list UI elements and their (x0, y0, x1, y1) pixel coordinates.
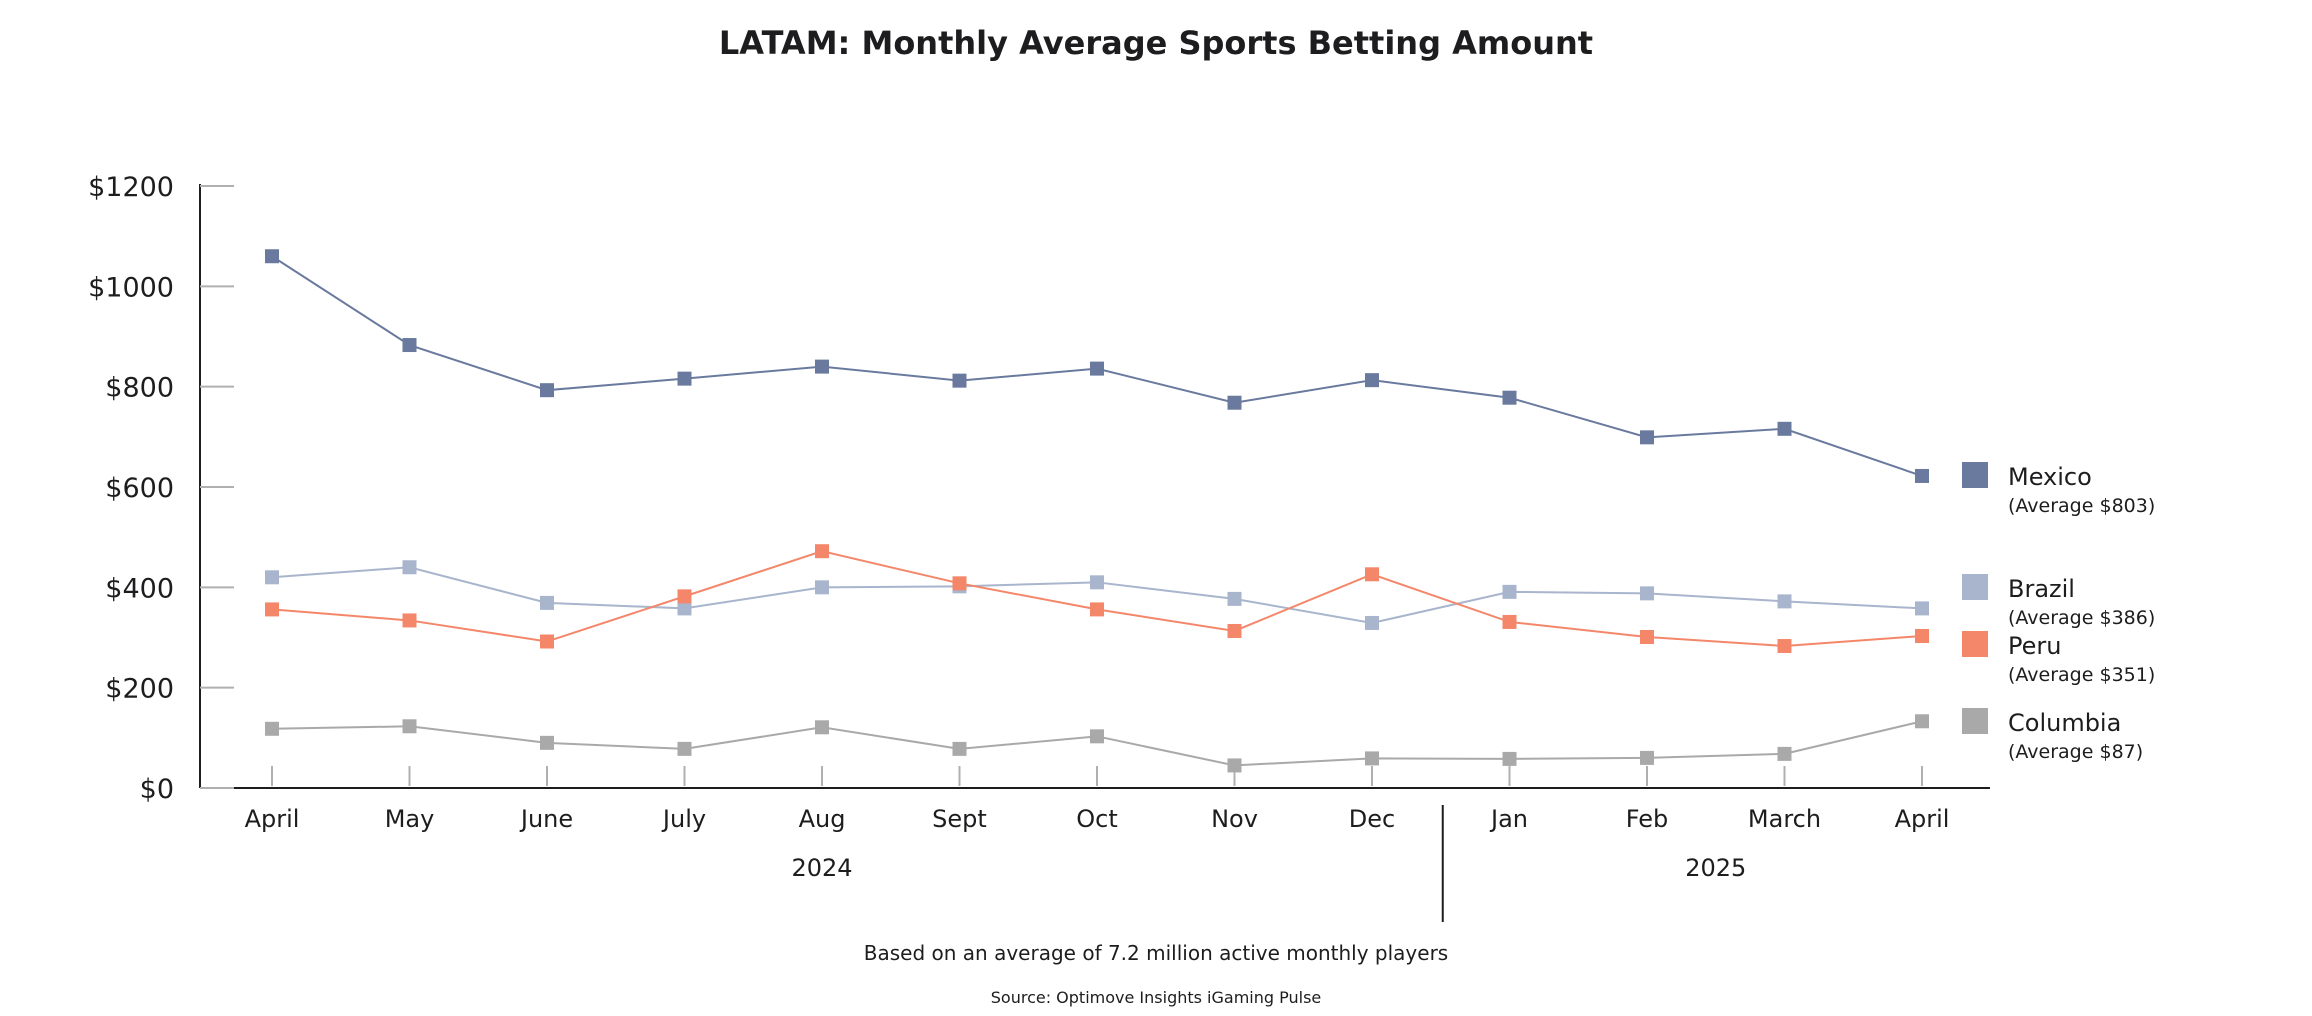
y-tick-label: $800 (105, 373, 174, 404)
data-point-columbia (540, 735, 554, 750)
x-tick-label: Feb (1626, 805, 1669, 833)
data-point-peru (1502, 614, 1517, 629)
y-axis-ticks: $0 $200 $400 $600 $800 $1000 $1200 (88, 172, 234, 805)
legend-label-peru: Peru (2008, 632, 2061, 660)
data-point-mexico (1640, 430, 1654, 445)
data-point-peru (815, 544, 829, 559)
y-tick-label: $1000 (88, 272, 174, 303)
data-point-brazil (1365, 615, 1379, 630)
legend-label-columbia: Columbia (2008, 709, 2121, 737)
y-tick-label: $200 (105, 674, 174, 705)
legend-average-mexico: (Average $803) (2008, 495, 2155, 517)
series-line-peru (271, 550, 1923, 648)
data-point-brazil (1915, 601, 1929, 616)
legend-label-mexico: Mexico (2008, 463, 2092, 491)
data-point-peru (1365, 567, 1379, 582)
data-point-mexico (815, 359, 829, 374)
data-point-brazil (540, 595, 554, 610)
data-point-brazil (265, 570, 279, 585)
x-tick-label: Nov (1211, 805, 1258, 833)
data-point-columbia (952, 741, 967, 756)
data-point-mexico (265, 249, 279, 264)
x-tick-label: Dec (1349, 805, 1395, 833)
data-point-columbia (1777, 746, 1792, 761)
data-point-columbia (815, 720, 829, 735)
legend: Mexico (Average $803) Brazil (Average $386)… (1962, 462, 2155, 763)
data-point-columbia (1502, 751, 1517, 766)
footnote: Based on an average of 7.2 million activ… (864, 941, 1448, 965)
data-point-brazil (677, 601, 692, 616)
data-point-peru (1227, 623, 1242, 638)
data-point-mexico (1777, 421, 1792, 436)
data-point-mexico (402, 338, 417, 353)
data-point-brazil (1227, 591, 1242, 606)
y-tick-label: $400 (105, 573, 174, 604)
year-label: 2024 (791, 854, 852, 882)
data-point-columbia (402, 719, 417, 734)
data-point-columbia (677, 741, 692, 756)
x-tick-label: March (1748, 805, 1821, 833)
series-group (265, 249, 1929, 773)
data-point-peru (1640, 629, 1654, 644)
legend-average-peru: (Average $351) (2008, 664, 2155, 686)
data-point-peru (540, 634, 554, 649)
data-point-peru (677, 589, 692, 604)
x-tick-label: Jan (1489, 805, 1528, 833)
data-point-brazil (1090, 575, 1104, 590)
series-line-columbia (271, 720, 1923, 767)
y-tick-label: $1200 (88, 172, 174, 203)
data-point-mexico (952, 373, 967, 388)
year-groups: 2024 2025 (791, 805, 1746, 922)
y-tick-label: $600 (105, 473, 174, 504)
x-tick-label: April (245, 805, 300, 833)
data-point-mexico (1090, 361, 1104, 376)
legend-swatch-peru (1962, 631, 1988, 657)
data-point-brazil (1777, 594, 1792, 609)
data-point-brazil (402, 560, 417, 575)
data-point-peru (1090, 602, 1104, 617)
axes (199, 184, 1990, 789)
data-point-mexico (1227, 395, 1242, 410)
data-point-columbia (1915, 714, 1929, 729)
data-point-brazil (1640, 586, 1654, 601)
data-point-peru (952, 576, 967, 591)
data-point-mexico (677, 371, 692, 386)
year-label: 2025 (1685, 854, 1746, 882)
data-point-columbia (1090, 729, 1104, 744)
legend-label-brazil: Brazil (2008, 575, 2075, 603)
legend-swatch-columbia (1962, 708, 1988, 734)
data-point-columbia (1640, 750, 1654, 765)
x-tick-label: July (661, 805, 706, 833)
x-tick-label: April (1895, 805, 1950, 833)
data-point-columbia (1227, 758, 1242, 773)
data-point-columbia (265, 721, 279, 736)
x-axis-ticks: April May June July Aug Sept Oct Nov Dec Jan Feb Ma… (245, 766, 1950, 833)
data-point-peru (402, 613, 417, 628)
legend-average-columbia: (Average $87) (2008, 741, 2143, 763)
data-point-brazil (815, 580, 829, 595)
data-point-mexico (1502, 390, 1517, 405)
data-point-brazil (1502, 584, 1517, 599)
data-point-peru (1915, 628, 1929, 643)
x-tick-label: Sept (932, 805, 987, 833)
x-tick-label: Aug (799, 805, 846, 833)
legend-average-brazil: (Average $386) (2008, 607, 2155, 629)
legend-swatch-brazil (1962, 574, 1988, 600)
x-tick-label: May (385, 805, 435, 833)
x-tick-label: Oct (1076, 805, 1118, 833)
data-point-peru (1777, 639, 1792, 654)
data-point-mexico (1915, 468, 1929, 483)
data-point-peru (265, 602, 279, 617)
data-point-mexico (1365, 373, 1379, 388)
source-note: Source: Optimove Insights iGaming Pulse (991, 988, 1322, 1007)
chart-title: LATAM: Monthly Average Sports Betting Am… (719, 24, 1593, 62)
legend-swatch-mexico (1962, 462, 1988, 488)
data-point-columbia (1365, 751, 1379, 766)
data-point-mexico (540, 383, 554, 398)
y-tick-label: $0 (140, 774, 174, 805)
x-tick-label: June (519, 805, 573, 833)
